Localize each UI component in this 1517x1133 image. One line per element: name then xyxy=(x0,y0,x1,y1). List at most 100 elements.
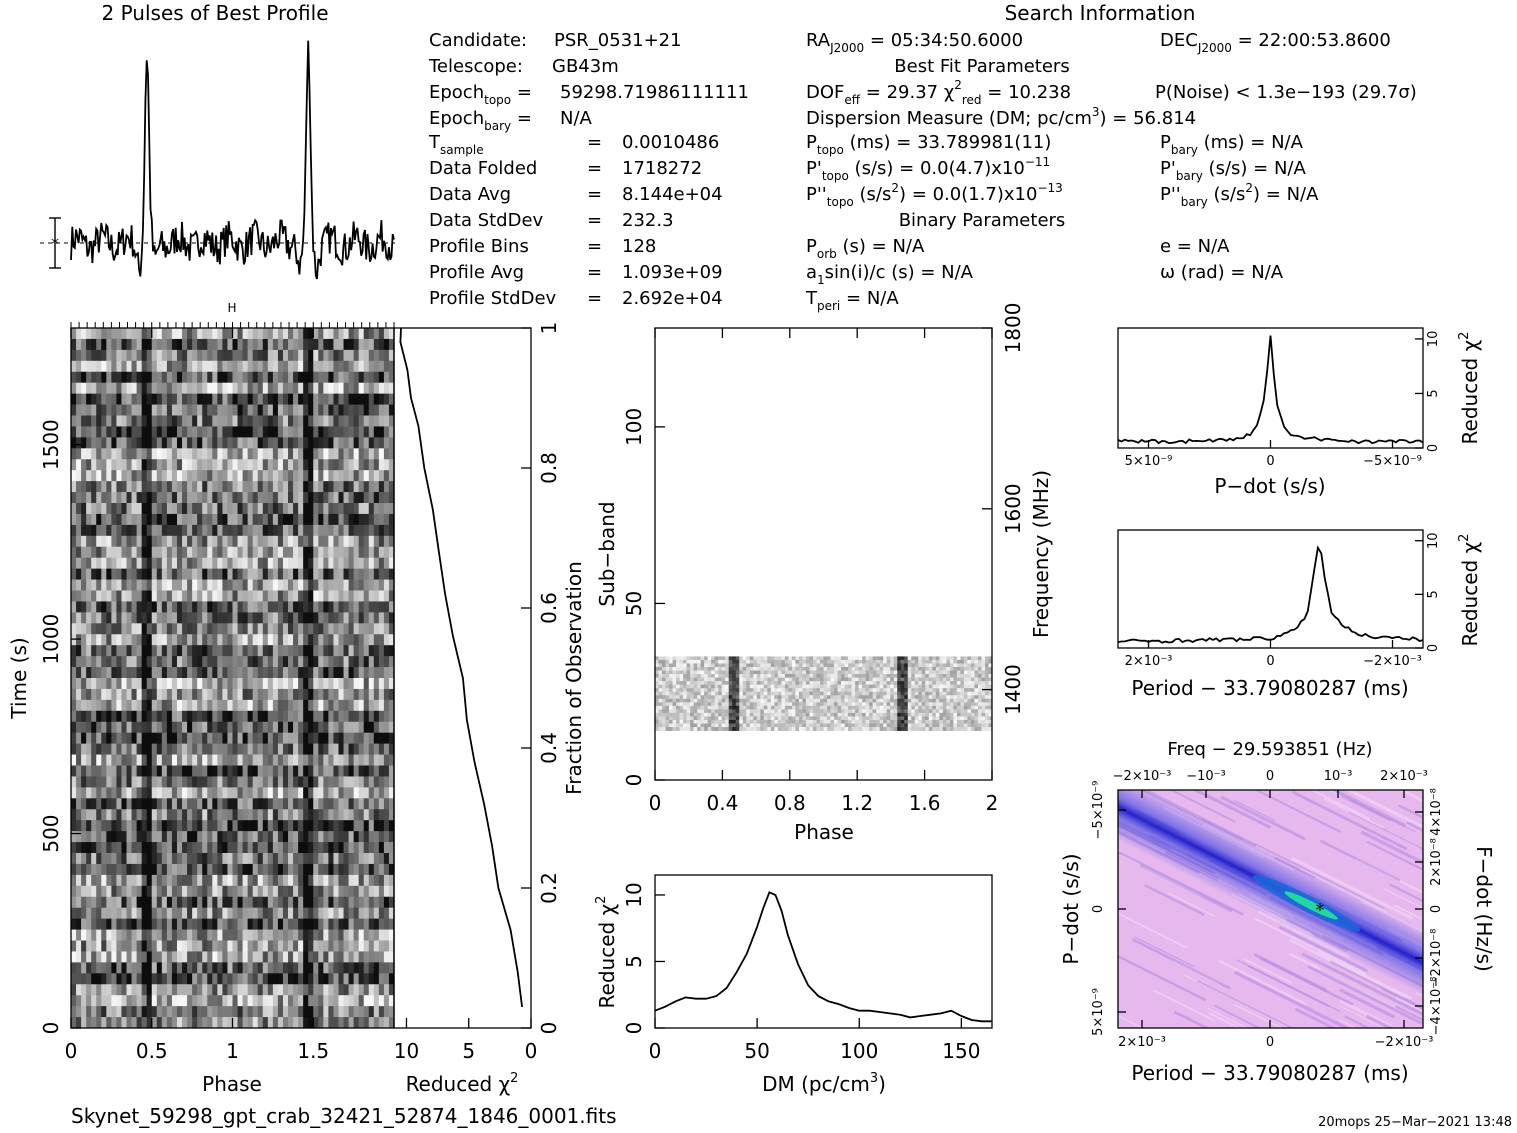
heatmap-cell xyxy=(192,481,198,493)
heatmap-cell xyxy=(242,448,249,460)
heatmap-cell xyxy=(655,670,659,675)
heatmap-cell xyxy=(293,590,299,602)
heatmap-cell xyxy=(182,1017,188,1029)
heatmap-cell xyxy=(798,656,803,661)
heatmap-cell xyxy=(298,831,304,843)
heatmap-cell xyxy=(303,393,309,405)
info-telescope-label: Telescope: xyxy=(428,56,523,77)
heatmap-cell xyxy=(865,670,870,675)
heatmap-cell xyxy=(96,448,102,460)
heatmap-cell xyxy=(328,481,334,493)
heatmap-cell xyxy=(353,645,360,657)
heatmap-cell xyxy=(662,659,666,664)
heatmap-cell xyxy=(914,681,919,686)
heatmap-cell xyxy=(86,349,92,362)
heatmap-cell xyxy=(101,918,107,930)
heatmap-cell xyxy=(809,677,814,682)
heatmap-cell xyxy=(101,678,107,690)
heatmap-cell xyxy=(171,535,178,548)
heatmap-cell xyxy=(711,681,716,686)
heatmap-cell xyxy=(192,382,198,395)
heatmap-cell xyxy=(383,470,390,482)
heatmap-cell xyxy=(197,699,203,712)
heatmap-cell xyxy=(141,360,148,373)
heatmap-cell xyxy=(872,663,877,668)
heatmap-cell xyxy=(222,667,228,679)
heatmap-cell xyxy=(222,503,228,515)
heatmap-cell xyxy=(76,623,82,635)
heatmap-cell xyxy=(217,338,223,351)
heatmap-cell xyxy=(111,590,117,602)
heatmap-cell xyxy=(313,962,319,974)
heatmap-cell xyxy=(207,393,213,405)
heatmap-cell xyxy=(333,503,339,515)
heatmap-cell xyxy=(343,612,349,624)
heatmap-cell xyxy=(373,699,380,712)
heatmap-cell xyxy=(293,470,299,482)
heatmap-cell xyxy=(308,688,314,701)
heatmap-cell xyxy=(176,678,183,690)
heatmap-cell xyxy=(71,645,77,657)
heatmap-cell xyxy=(267,459,274,471)
heatmap-cell xyxy=(368,754,375,766)
heatmap-cell xyxy=(106,809,112,821)
heatmap-cell xyxy=(222,426,228,438)
heatmap-cell xyxy=(176,470,183,482)
heatmap-cell xyxy=(318,393,324,405)
heatmap-cell xyxy=(348,459,355,471)
heatmap-cell xyxy=(247,579,254,591)
heatmap-cell xyxy=(257,492,264,504)
heatmap-cell xyxy=(918,670,923,675)
heatmap-cell xyxy=(267,503,274,515)
heatmap-cell xyxy=(182,765,188,777)
heatmap-cell xyxy=(318,853,324,865)
heatmap-cell xyxy=(217,656,223,668)
heatmap-cell xyxy=(921,674,926,678)
heatmap-cell xyxy=(323,765,329,777)
heatmap-cell xyxy=(343,415,349,427)
heatmap-cell xyxy=(232,820,238,832)
heatmap-cell xyxy=(227,951,233,963)
heatmap-cell xyxy=(343,349,349,362)
heatmap-cell xyxy=(328,360,334,373)
heatmap-cell xyxy=(333,962,339,974)
heatmap-cell xyxy=(267,951,274,963)
heatmap-cell xyxy=(298,371,304,384)
heatmap-cell xyxy=(308,699,314,712)
heatmap-cell xyxy=(86,481,92,493)
heatmap-cell xyxy=(222,557,228,570)
heatmap-cell xyxy=(282,360,289,373)
info-candidate-label: Candidate: xyxy=(429,30,527,51)
heatmap-cell xyxy=(212,426,218,438)
heatmap-cell xyxy=(970,667,975,671)
tick-label: 1500 xyxy=(39,419,63,470)
heatmap-cell xyxy=(96,612,102,624)
heatmap-cell xyxy=(672,670,677,675)
heatmap-cell xyxy=(318,699,324,712)
heatmap-cell xyxy=(373,470,380,482)
heatmap-cell xyxy=(378,590,385,602)
heatmap-cell xyxy=(227,338,233,351)
heatmap-cell xyxy=(242,984,249,996)
heatmap-cell xyxy=(151,492,158,504)
heatmap-cell xyxy=(373,820,380,832)
tick-label: 5 xyxy=(462,1039,475,1063)
heatmap-cell xyxy=(373,579,380,591)
heatmap-cell xyxy=(293,809,299,821)
heatmap-cell xyxy=(333,623,339,635)
heatmap-cell xyxy=(81,470,87,482)
heatmap-cell xyxy=(353,918,360,930)
heatmap-cell xyxy=(141,951,148,963)
heatmap-cell xyxy=(146,360,153,373)
heatmap-cell xyxy=(282,929,289,941)
heatmap-cell xyxy=(116,338,122,351)
heatmap-cell xyxy=(267,612,274,624)
heatmap-cell xyxy=(298,732,304,745)
heatmap-cell xyxy=(126,437,132,449)
heatmap-cell xyxy=(277,951,284,963)
heatmap-cell xyxy=(222,634,228,646)
heatmap-cell xyxy=(970,659,975,664)
heatmap-cell xyxy=(116,601,122,613)
heatmap-cell xyxy=(227,929,233,941)
heatmap-cell xyxy=(827,674,831,678)
